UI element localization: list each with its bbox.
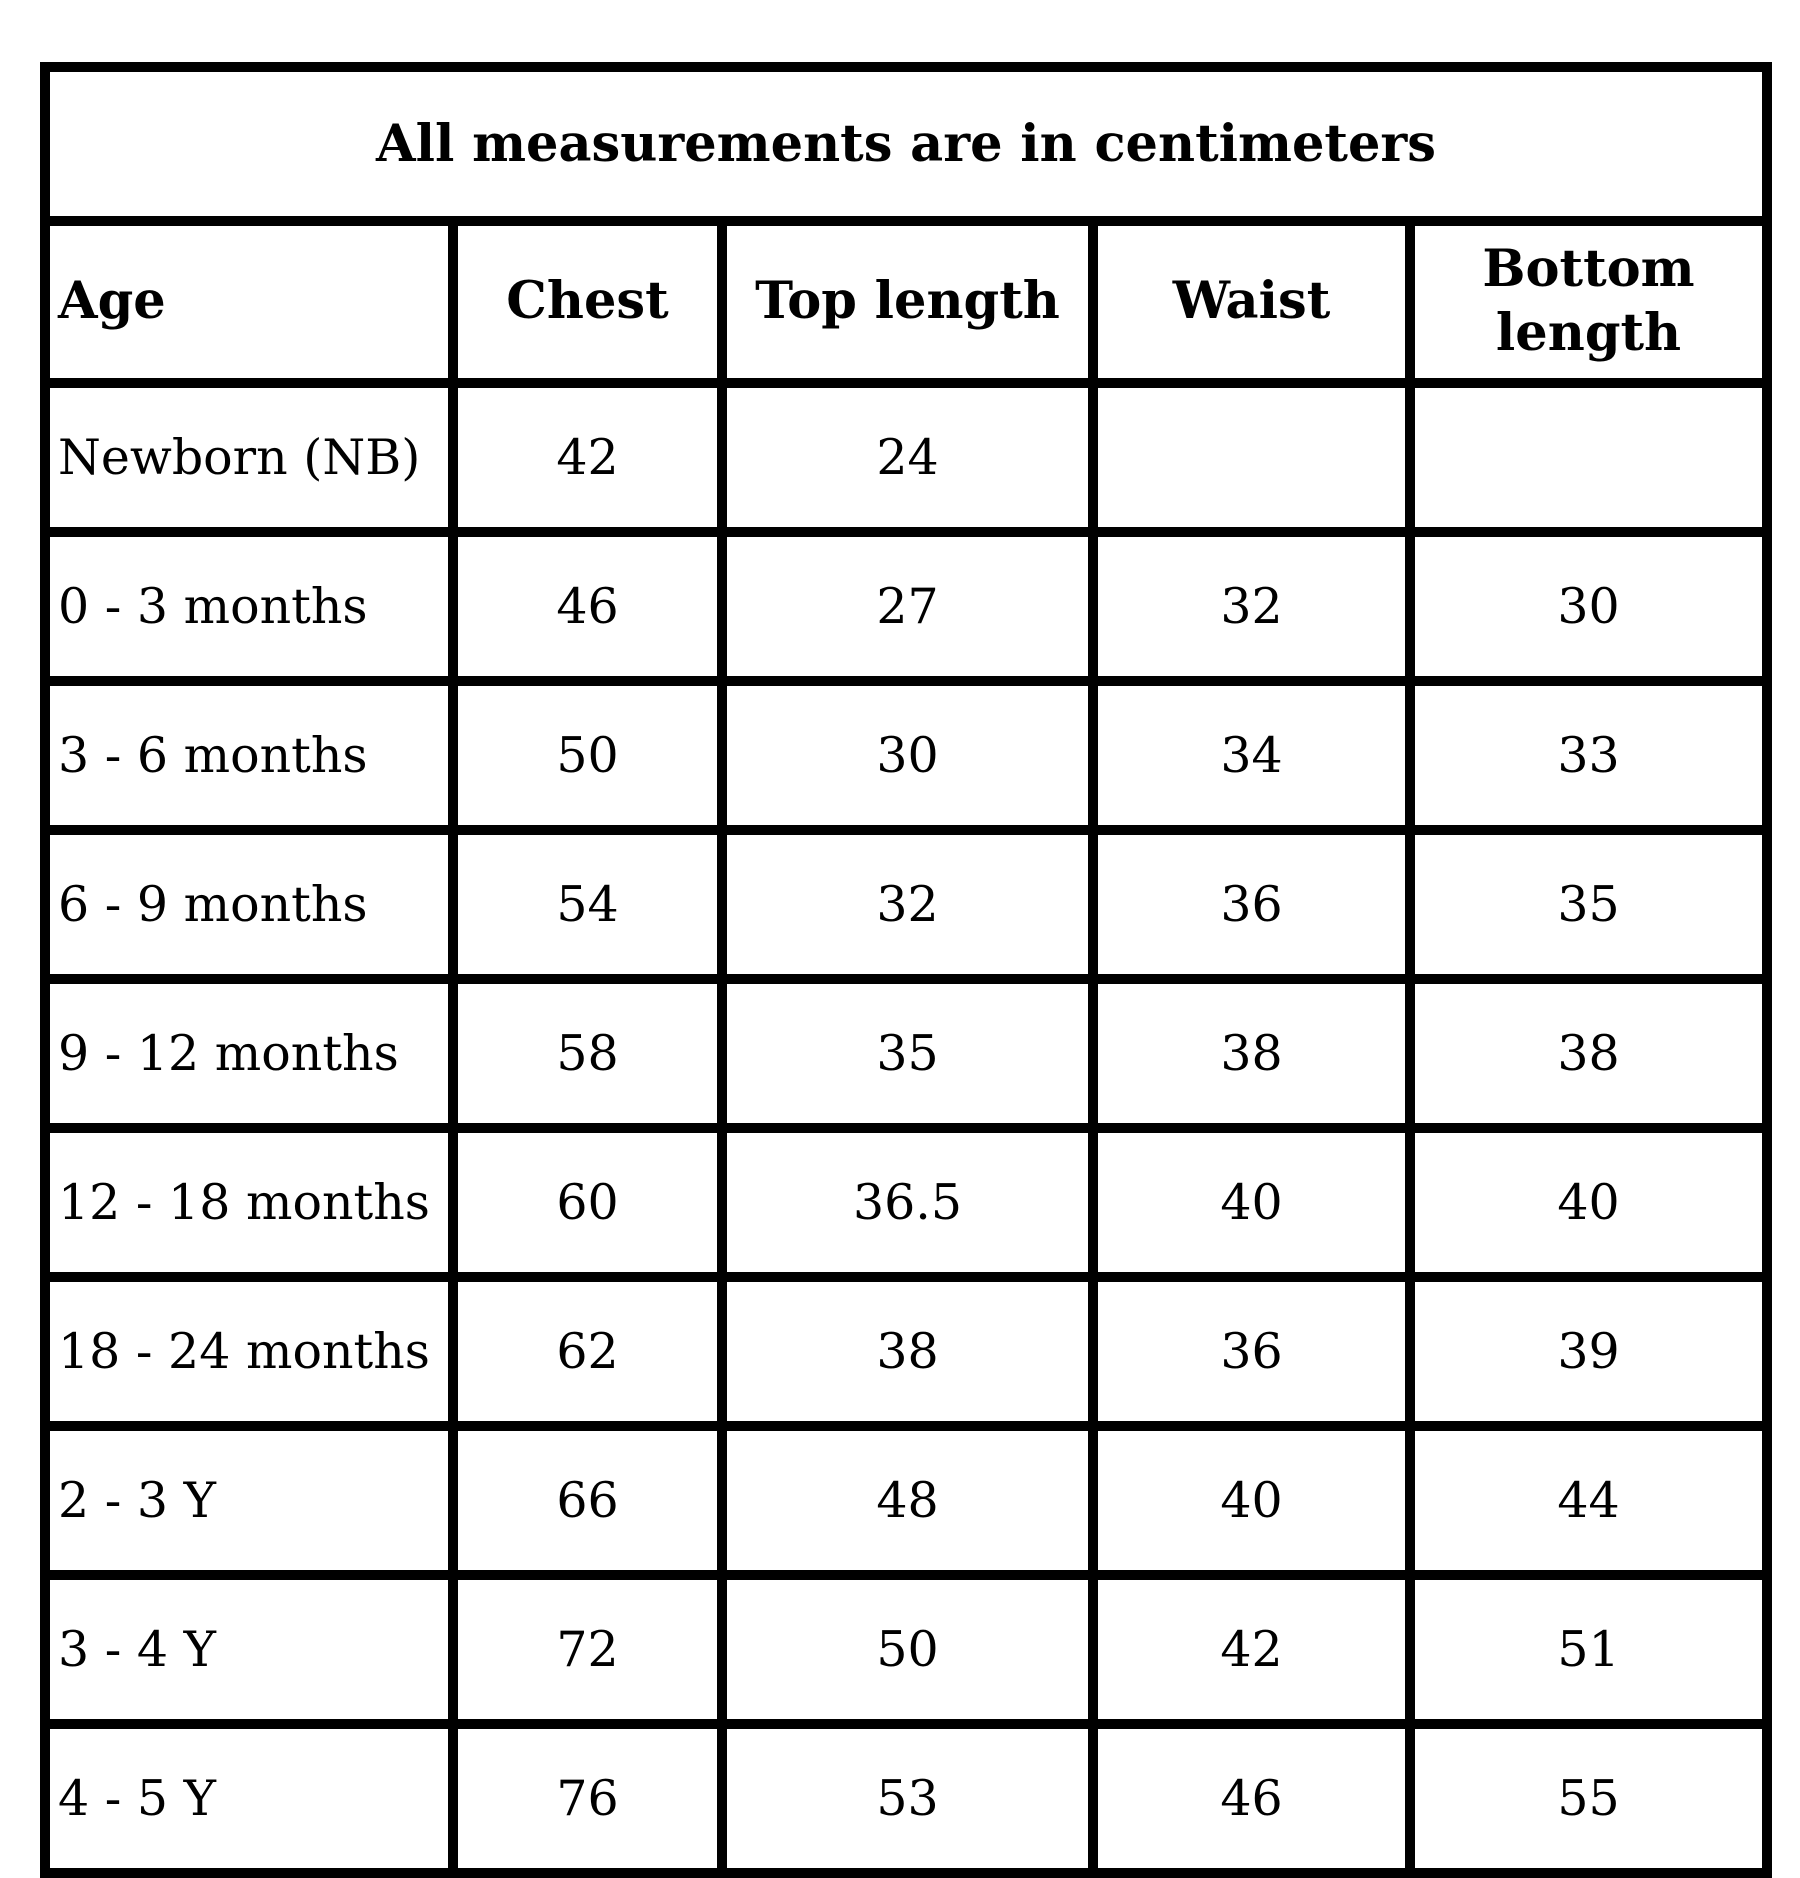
column-header-bottom-length: Bottom length — [1404, 216, 1773, 388]
table-row-4-5-y: 4 - 5 Y 76 53 46 55 — [40, 1719, 1773, 1878]
table-row-12-18-months: 12 - 18 months 60 36.5 40 40 — [40, 1123, 1773, 1282]
top-length-cell: 27 — [717, 527, 1098, 686]
bottom-length-cell: 55 — [1404, 1719, 1773, 1878]
size-chart-container: All measurements are in centimeters Age … — [39, 62, 1773, 1878]
table-row-2-3-y: 2 - 3 Y 66 48 40 44 — [40, 1421, 1773, 1580]
waist-cell: 32 — [1088, 527, 1415, 686]
age-cell: 9 - 12 months — [40, 974, 458, 1133]
age-cell: 3 - 6 months — [40, 676, 458, 835]
waist-cell: 40 — [1088, 1421, 1415, 1580]
age-cell: 2 - 3 Y — [40, 1421, 458, 1580]
chest-cell: 50 — [448, 676, 727, 835]
chest-cell: 66 — [448, 1421, 727, 1580]
chest-cell: 72 — [448, 1570, 727, 1729]
table-row-0-3-months: 0 - 3 months 46 27 32 30 — [40, 527, 1773, 686]
column-header-top-length: Top length — [717, 216, 1098, 388]
top-length-cell: 50 — [717, 1570, 1098, 1729]
table-header-row: Age Chest Top length Waist Bottom length — [40, 216, 1773, 388]
age-cell: 6 - 9 months — [40, 825, 458, 984]
top-length-cell: 32 — [717, 825, 1098, 984]
table-row-newborn: Newborn (NB) 42 24 — [40, 378, 1773, 537]
age-cell: 3 - 4 Y — [40, 1570, 458, 1729]
top-length-cell: 24 — [717, 378, 1098, 537]
waist-cell: 38 — [1088, 974, 1415, 1133]
chest-cell: 76 — [448, 1719, 727, 1878]
top-length-cell: 36.5 — [717, 1123, 1098, 1282]
top-length-cell: 48 — [717, 1421, 1098, 1580]
table-row-9-12-months: 9 - 12 months 58 35 38 38 — [40, 974, 1773, 1133]
column-header-waist: Waist — [1088, 216, 1415, 388]
top-length-cell: 38 — [717, 1272, 1098, 1431]
chest-cell: 58 — [448, 974, 727, 1133]
waist-cell: 36 — [1088, 1272, 1415, 1431]
age-cell: 18 - 24 months — [40, 1272, 458, 1431]
bottom-length-cell: 35 — [1404, 825, 1773, 984]
top-length-cell: 35 — [717, 974, 1098, 1133]
bottom-length-cell: 51 — [1404, 1570, 1773, 1729]
bottom-length-cell: 39 — [1404, 1272, 1773, 1431]
age-cell: Newborn (NB) — [40, 378, 458, 537]
age-cell: 0 - 3 months — [40, 527, 458, 686]
bottom-length-cell: 38 — [1404, 974, 1773, 1133]
waist-cell — [1088, 378, 1415, 537]
chest-cell: 42 — [448, 378, 727, 537]
table-title-row: All measurements are in centimeters — [39, 62, 1773, 226]
waist-cell: 40 — [1088, 1123, 1415, 1282]
chest-cell: 46 — [448, 527, 727, 686]
column-header-chest: Chest — [448, 216, 727, 388]
top-length-cell: 30 — [717, 676, 1098, 835]
table-row-3-4-y: 3 - 4 Y 72 50 42 51 — [40, 1570, 1773, 1729]
chest-cell: 54 — [448, 825, 727, 984]
table-row-18-24-months: 18 - 24 months 62 38 36 39 — [40, 1272, 1773, 1431]
table-row-3-6-months: 3 - 6 months 50 30 34 33 — [40, 676, 1773, 835]
table-row-6-9-months: 6 - 9 months 54 32 36 35 — [40, 825, 1773, 984]
column-header-age: Age — [40, 216, 458, 388]
top-length-cell: 53 — [717, 1719, 1098, 1878]
age-cell: 12 - 18 months — [40, 1123, 458, 1282]
age-cell: 4 - 5 Y — [40, 1719, 458, 1878]
size-chart-table: All measurements are in centimeters Age … — [39, 62, 1773, 1878]
bottom-length-cell: 44 — [1404, 1421, 1773, 1580]
chest-cell: 62 — [448, 1272, 727, 1431]
waist-cell: 34 — [1088, 676, 1415, 835]
bottom-length-cell: 30 — [1404, 527, 1773, 686]
chest-cell: 60 — [448, 1123, 727, 1282]
waist-cell: 36 — [1088, 825, 1415, 984]
bottom-length-cell: 33 — [1404, 676, 1773, 835]
waist-cell: 42 — [1088, 1570, 1415, 1729]
bottom-length-cell — [1404, 378, 1773, 537]
waist-cell: 46 — [1088, 1719, 1415, 1878]
bottom-length-cell: 40 — [1404, 1123, 1773, 1282]
table-title: All measurements are in centimeters — [39, 62, 1773, 226]
